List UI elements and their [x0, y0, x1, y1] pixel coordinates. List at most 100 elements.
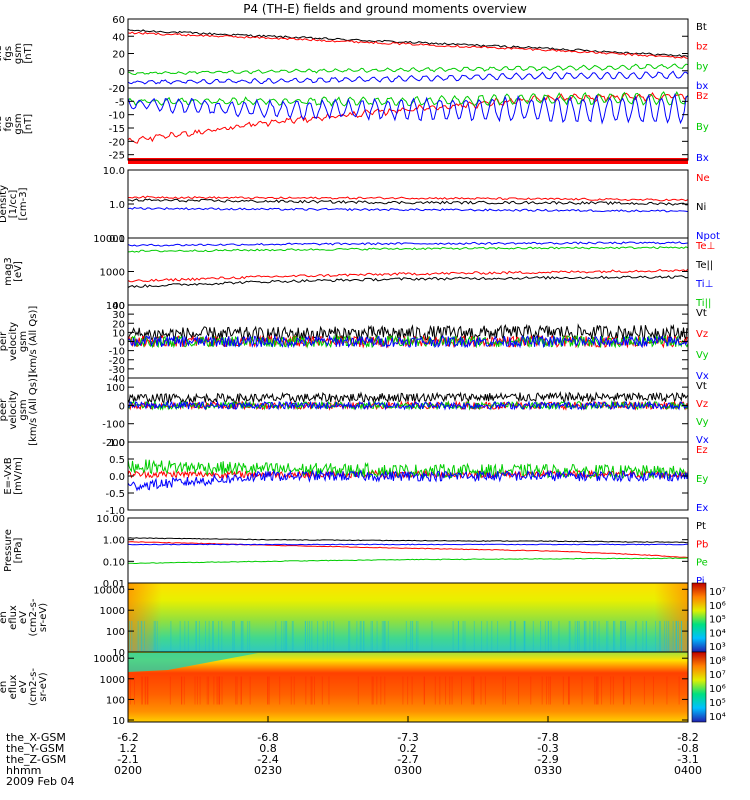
mode-bar [128, 158, 688, 164]
legend-entry: Ne [696, 173, 710, 184]
xrow3-val2: 0300 [394, 764, 422, 777]
y-tick-label: 10000 [93, 234, 125, 245]
y-axis-label-line: en [0, 611, 9, 624]
y-tick-label: -10 [109, 111, 125, 122]
y-tick-label: -30 [109, 365, 125, 376]
y-axis-label-line: eflux [8, 605, 19, 630]
legend-entry: Pb [696, 539, 708, 550]
y-axis-label-line: fgs [3, 46, 14, 61]
series-line-by [127, 63, 689, 76]
y-tick-label: -25 [109, 151, 125, 162]
series-line-te [127, 275, 689, 288]
y-tick-label: 100 [106, 383, 125, 394]
y-tick-label: 0.10 [103, 557, 125, 568]
y-tick-label: 0.5 [109, 455, 125, 466]
legend-entry: Vz [696, 399, 708, 410]
y-axis-label-line: gsm [18, 331, 29, 352]
xrow2-val3: -2.9 [537, 753, 558, 766]
legend-entry: Ni [696, 202, 706, 213]
legend-entry: Vy [696, 417, 709, 428]
legend-entry: Vt [696, 308, 707, 319]
y-tick-label: -200 [102, 438, 125, 449]
panel-frame [127, 377, 689, 443]
y-tick-label: 0 [119, 67, 125, 78]
series-line-ne [127, 195, 689, 202]
y-tick-label: 40 [112, 301, 125, 312]
panels: Btbzbybx6040200-20thefgsgsm[nT]BzByBx0-5… [0, 15, 726, 727]
series-line-bt [127, 28, 689, 58]
date-label: 2009 Feb 04 [6, 775, 74, 788]
legend-entry: Pi [696, 576, 705, 587]
xrow3-val4: 0400 [674, 764, 702, 777]
xrow3-val0: 0200 [114, 764, 142, 777]
y-tick-label: 100 [106, 695, 125, 706]
xrow1-val2: 0.2 [399, 742, 417, 755]
y-axis-label-line: gsm [13, 43, 24, 64]
y-tick-label: 1.0 [109, 200, 125, 211]
panel-frame [127, 517, 689, 584]
y-axis-label-line: gsm [13, 113, 24, 134]
panel-7: Pt Pb Pe Pi 10.00 1.00 0.10 0.01 Pressure[nPa] [3, 514, 708, 590]
y-tick-label: -20 [109, 356, 125, 367]
xrow0-val0: -6.2 [117, 731, 138, 744]
y-tick-label: -1.0 [105, 506, 125, 517]
y-axis-label: E=-VxB[mV/m] [3, 457, 24, 495]
colorbar-label: 10⁴ [709, 712, 726, 723]
legend-entry: bx [696, 81, 708, 92]
xrow2-val0: -2.1 [117, 753, 138, 766]
panel-6: Ez Ey Ex 1.0 0.5 0.0 -0.5 -1.0 E=-VxB[mV/m] [3, 438, 708, 517]
xrow2-val4: -3.1 [677, 753, 698, 766]
y-tick-label: 40 [112, 32, 125, 43]
y-axis-label-line: [nT] [23, 43, 34, 63]
y-tick-label: 30 [112, 310, 125, 321]
xrow0-val1: -6.8 [257, 731, 278, 744]
panel-8: 10⁷ 10⁶ 10⁵ 10⁴ 10³ 10000 1000 100 10 thepeirenef… [0, 582, 726, 659]
legend-entry: Ti|| [695, 298, 711, 309]
y-tick-label: -20 [109, 137, 125, 148]
y-axis-label-line: (cm2-s- [28, 668, 39, 706]
panel-2: Ne Ni Npot 10.0 1.0 0.1 Density[1/cc][cm-3] [0, 166, 720, 245]
colorbar-label: 10³ [709, 642, 726, 653]
y-axis-label-line: eV [18, 680, 29, 693]
y-tick-label: 1.00 [103, 536, 125, 547]
spectrogram-cold-band [128, 653, 258, 672]
colorbar-label: 10⁷ [709, 670, 726, 681]
legend-entry: Bz [696, 91, 708, 102]
legend-entry: Npot [696, 231, 720, 242]
chart-title: P4 (TH-E) fields and ground moments over… [243, 2, 527, 16]
series-line-pe [128, 557, 689, 564]
colorbar-8 [691, 582, 707, 653]
xrow1-val0: 1.2 [119, 742, 137, 755]
y-axis-label-line: E=-VxB [3, 457, 14, 494]
series-line-pb [127, 541, 689, 559]
y-axis-label: thepeirvelocitygsm[km/s (All Qs)] [0, 306, 39, 378]
y-axis-label-line: [cm-3] [18, 187, 29, 220]
legend-entry: Ti⊥ [695, 279, 713, 290]
y-tick-label: 1000 [100, 268, 125, 279]
xrow0-val4: -8.2 [677, 731, 698, 744]
xrow-name-1: the_Y-GSM [6, 742, 64, 755]
series-line-vy [127, 400, 689, 411]
y-axis-label: Density[1/cc][cm-3] [0, 185, 29, 223]
colorbar-label: 10⁷ [709, 587, 726, 598]
xrow1-val4: -0.8 [677, 742, 698, 755]
legend-entry: Vt [696, 381, 707, 392]
y-axis-label-line: fgs [3, 116, 14, 131]
series-line-npot [127, 206, 689, 213]
legend-entry: Vz [696, 329, 708, 340]
legend-entry: Vx [696, 435, 709, 446]
y-tick-label: -0.5 [105, 489, 125, 500]
y-axis-label-line: mag3 [3, 257, 14, 286]
y-axis-label-line: [eV] [13, 261, 24, 282]
colorbar-label: 10⁶ [709, 684, 726, 695]
y-axis-label: mag3[eV] [3, 257, 24, 286]
y-tick-label: 10 [112, 716, 125, 727]
xrow2-val1: -2.4 [257, 753, 278, 766]
y-tick-label: 10.00 [96, 514, 125, 525]
colorbar-label: 10⁴ [709, 628, 726, 639]
colorbar-label: 10⁵ [709, 615, 726, 626]
y-tick-label: -20 [109, 84, 125, 95]
xrow-name-2: the_Z-GSM [6, 753, 66, 766]
y-axis-label-line: the [0, 45, 4, 61]
